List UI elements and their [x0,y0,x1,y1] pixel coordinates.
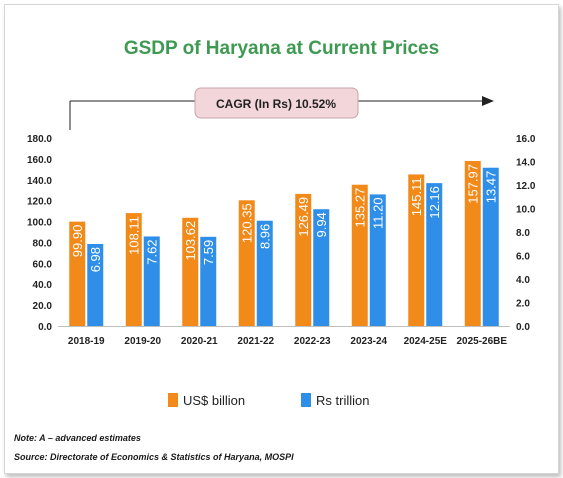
bar-usd [125,213,142,326]
y-left-tick-label: 20.0 [33,301,53,312]
bar-rs [369,194,386,326]
bar-rs [143,236,160,326]
bar-usd-value-label: 103.62 [183,221,198,261]
legend-label-usd: US$ billion [183,393,245,408]
x-tick-label: 2019-20 [124,336,161,347]
legend-swatch-rs [301,393,311,407]
bar-rs [87,243,104,326]
bar-rs-value-label: 11.20 [371,197,386,229]
legend-label-rs: Rs trillion [316,393,369,408]
y-left-tick-label: 0.0 [38,322,52,333]
bar-rs-value-label: 12.16 [427,186,442,219]
legend-swatch-usd [168,393,178,407]
x-tick-label: 2025-26BE [456,336,507,347]
bar-usd [408,174,425,326]
bar-rs [482,167,499,326]
y-left-tick-label: 180.0 [27,134,52,145]
bar-rs-value-label: 8.96 [258,224,273,249]
chart-title: GSDP of Haryana at Current Prices [123,38,440,59]
bar-usd [351,184,368,326]
y-left-tick-label: 40.0 [33,280,53,291]
source-text: Source: Directorate of Economics & Stati… [14,452,294,462]
bar-usd [464,161,481,326]
x-tick-label: 2024-25E [404,336,448,347]
y-right-tick-label: 12.0 [516,181,536,192]
y-right-tick-label: 6.0 [516,252,530,263]
bar-usd-value-label: 126.49 [296,197,311,237]
x-tick-label: 2018-19 [68,336,105,347]
x-tick-label: 2022-23 [294,336,331,347]
y-left-tick-label: 100.0 [27,218,52,229]
bar-usd [238,200,255,326]
bar-rs-value-label: 9.94 [314,212,329,237]
x-tick-label: 2021-22 [237,336,274,347]
y-right-tick-label: 10.0 [516,205,536,216]
bar-usd-value-label: 145.11 [409,177,424,216]
y-right-tick-label: 2.0 [516,299,530,310]
y-right-tick-label: 8.0 [516,228,530,239]
bar-rs-value-label: 7.62 [145,239,160,264]
note-text: Note: A – advanced estimates [14,433,141,443]
bar-rs [426,183,443,326]
y-left-tick-label: 140.0 [27,176,52,187]
bar-usd [69,221,86,326]
bar-rs [256,220,273,326]
y-right-tick-label: 4.0 [516,275,530,286]
bar-usd [182,217,199,326]
y-left-tick-label: 60.0 [33,259,53,270]
y-left-tick-label: 80.0 [33,238,53,249]
cagr-label: CAGR (In Rs) 10.52% [216,97,336,111]
cagr-box [194,87,359,119]
bar-usd-value-label: 108.11 [127,216,142,255]
bar-rs-value-label: 7.59 [201,240,216,265]
y-right-tick-label: 14.0 [516,158,536,169]
y-right-tick-label: 0.0 [516,322,530,333]
bar-usd [295,193,312,326]
bar-rs-value-label: 6.98 [88,247,103,272]
y-right-tick-label: 16.0 [516,134,536,145]
bar-rs-value-label: 13.47 [484,171,499,204]
cagr-arrow-head [482,96,494,106]
x-tick-label: 2020-21 [181,336,218,347]
bar-usd-value-label: 120.35 [240,203,255,243]
bar-usd-value-label: 157.97 [466,164,481,204]
bar-usd-value-label: 99.90 [70,225,85,258]
y-left-tick-label: 120.0 [27,197,52,208]
y-left-tick-label: 160.0 [27,155,52,166]
bar-rs [200,236,217,326]
bar-usd-value-label: 135.27 [353,188,368,228]
bar-rs [313,209,330,326]
x-tick-label: 2023-24 [350,336,387,347]
